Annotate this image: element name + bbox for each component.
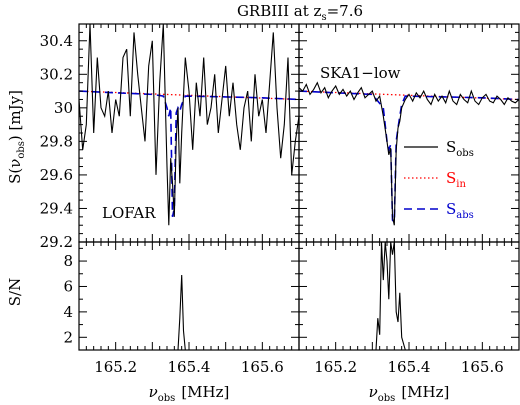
panel-1-bottom-series — [375, 242, 406, 350]
x-tick-label-1-1: 165.4 — [388, 358, 431, 376]
panel-0-bottom-series — [177, 274, 186, 350]
x-axis-label-left: νobs [MHz] — [149, 383, 230, 404]
x-tick-label-0-0: 165.2 — [94, 358, 137, 376]
y-tick-label-bottom-0: 2 — [63, 328, 73, 346]
y-tick-label-bottom-1: 4 — [63, 303, 73, 321]
series-snr-1 — [375, 242, 406, 350]
y-tick-label-top-4: 30 — [54, 99, 73, 117]
x-tick-label-0-1: 165.4 — [168, 358, 211, 376]
panel-0-top-series — [79, 24, 299, 226]
series-s-abs-0 — [79, 90, 299, 217]
panel-0-bottom-frame — [78, 241, 300, 351]
series-s-in-0 — [79, 90, 299, 101]
y-tick-label-top-1: 29.4 — [40, 199, 73, 217]
y-axis-label-bottom: S/N — [6, 278, 24, 306]
legend: Sobs Sin Sabs — [404, 138, 474, 221]
x-tick-label-0-2: 165.6 — [241, 358, 284, 376]
panel-1-top-series — [299, 81, 519, 226]
y-tick-label-top-0: 29.2 — [40, 233, 73, 251]
series-s-obs-0 — [79, 24, 299, 226]
y-tick-label-top-5: 30.2 — [40, 65, 73, 83]
x-tick-label-1-2: 165.6 — [461, 358, 504, 376]
series-s-obs-1 — [299, 81, 519, 226]
legend-label-abs: Sabs — [446, 200, 474, 221]
x-tick-label-1-0: 165.2 — [314, 358, 357, 376]
panel-label-lofar: LOFAR — [102, 204, 156, 222]
chart-title: GRBIII at zs=7.6 — [237, 2, 363, 23]
y-tick-label-top-2: 29.6 — [40, 166, 73, 184]
legend-label-obs: Sobs — [446, 138, 474, 159]
y-tick-label-bottom-3: 8 — [63, 252, 73, 270]
series-s-in-1 — [299, 90, 519, 101]
legend-label-in: Sin — [446, 169, 466, 190]
series-snr-0 — [177, 274, 186, 350]
y-tick-label-bottom-2: 6 — [63, 277, 73, 295]
panel-label-ska: SKA1−low — [320, 64, 401, 82]
y-tick-label-top-3: 29.8 — [40, 132, 73, 150]
x-axis-label-right: νobs [MHz] — [369, 383, 450, 404]
panel-1-bottom-frame — [298, 241, 520, 351]
series-s-abs-1 — [299, 90, 519, 224]
y-axis-label-top: S(νobs) [mJy] — [6, 90, 27, 184]
y-tick-label-top-6: 30.4 — [40, 32, 73, 50]
